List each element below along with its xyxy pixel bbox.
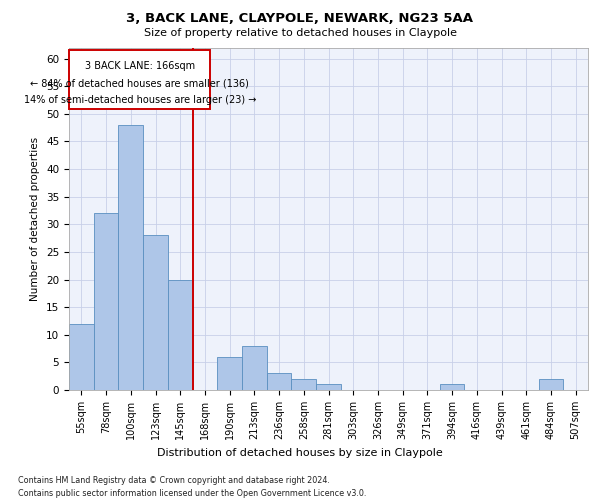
Bar: [440, 384, 464, 390]
Text: 3, BACK LANE, CLAYPOLE, NEWARK, NG23 5AA: 3, BACK LANE, CLAYPOLE, NEWARK, NG23 5AA: [127, 12, 473, 26]
Text: Contains HM Land Registry data © Crown copyright and database right 2024.: Contains HM Land Registry data © Crown c…: [18, 476, 330, 485]
Text: ← 84% of detached houses are smaller (136): ← 84% of detached houses are smaller (13…: [31, 78, 250, 88]
Bar: [267, 374, 292, 390]
Text: Distribution of detached houses by size in Claypole: Distribution of detached houses by size …: [157, 448, 443, 458]
Text: 14% of semi-detached houses are larger (23) →: 14% of semi-detached houses are larger (…: [24, 95, 256, 105]
Bar: [69, 324, 94, 390]
Bar: [292, 379, 316, 390]
Text: Size of property relative to detached houses in Claypole: Size of property relative to detached ho…: [143, 28, 457, 38]
Bar: [217, 357, 242, 390]
Bar: [118, 125, 143, 390]
Text: 3 BACK LANE: 166sqm: 3 BACK LANE: 166sqm: [85, 62, 195, 72]
Bar: [242, 346, 267, 390]
Bar: [539, 379, 563, 390]
Y-axis label: Number of detached properties: Number of detached properties: [31, 136, 40, 301]
Bar: [94, 213, 118, 390]
Bar: [143, 236, 168, 390]
Bar: [316, 384, 341, 390]
Text: Contains public sector information licensed under the Open Government Licence v3: Contains public sector information licen…: [18, 489, 367, 498]
Bar: [168, 280, 193, 390]
FancyBboxPatch shape: [70, 50, 211, 110]
